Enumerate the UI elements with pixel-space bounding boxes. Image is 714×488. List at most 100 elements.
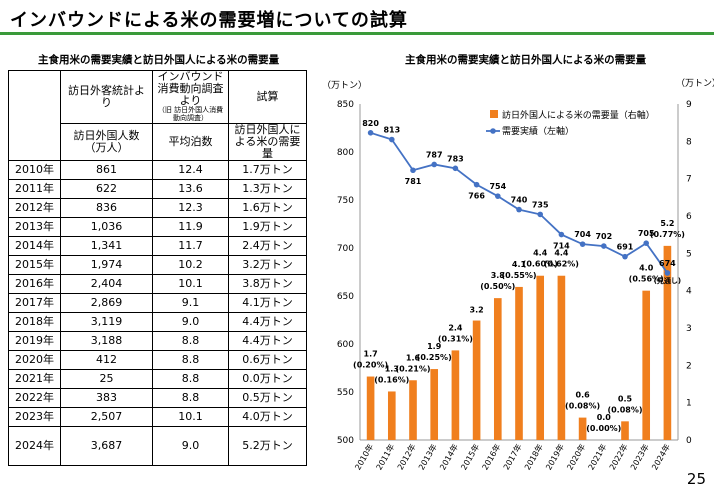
line-value-label: 766 — [468, 192, 485, 201]
line-point — [389, 136, 395, 143]
row-year: 2014年 — [8, 235, 61, 256]
demand-chart: （万トン） （万トン） 500 550 600 650 700 750 800 850 0 1 2 3 4 5… — [322, 78, 714, 472]
line-point — [579, 241, 586, 247]
table-row: 2010年 861 12.4 1.7万トン — [8, 159, 307, 180]
row-nights: 8.8 — [152, 349, 229, 370]
x-tick-label: 2018年 — [522, 442, 545, 472]
table-row: 2011年 622 13.6 1.3万トン — [8, 178, 307, 199]
row-demand: 1.7万トン — [228, 159, 307, 180]
table-row: 2014年 1,341 11.7 2.4万トン — [8, 235, 307, 256]
bar — [515, 286, 523, 440]
row-year: 2016年 — [8, 273, 61, 294]
right-tick-label: 9 — [686, 100, 692, 110]
row-visitors: 3,119 — [60, 311, 153, 332]
bar — [451, 350, 460, 440]
x-tick-label: 2015年 — [458, 442, 481, 472]
table-row: 2018年 3,119 9.0 4.4万トン — [8, 311, 307, 332]
table-subtitle: 主食用米の需要実績と訪日外国人による米の需要量 — [38, 54, 280, 66]
row-visitors: 622 — [60, 178, 153, 199]
header-col2: 平均泊数 — [152, 122, 229, 161]
bar — [621, 421, 629, 440]
header-group3: 試算 — [228, 70, 307, 124]
legend-line-marker — [490, 128, 496, 134]
visitor-demand-table: 訪日外客統計より インバウンド消費動向調査より （旧 訪日外国人消費動向調査） … — [8, 70, 307, 466]
bar-percent-label: (0.77%) — [650, 230, 685, 239]
line-point — [516, 206, 522, 213]
line-value-label: 705 — [638, 229, 655, 238]
header-group2-main: インバウンド消費動向調査より — [157, 70, 224, 108]
row-demand: 3.2万トン — [228, 254, 307, 275]
table-row: 2022年 383 8.8 0.5万トン — [8, 387, 307, 408]
row-demand: 4.1万トン — [228, 292, 307, 313]
line-value-label: 820 — [362, 119, 379, 128]
bar-percent-label: (0.31%) — [438, 334, 473, 343]
row-demand: 1.9万トン — [228, 216, 307, 237]
row-demand: 0.0万トン — [228, 368, 307, 389]
x-tick-label: 2014年 — [437, 442, 460, 472]
line-value-label: 787 — [426, 150, 443, 159]
bar-value-label: 5.2 — [660, 219, 674, 228]
row-nights: 12.3 — [152, 197, 229, 218]
legend-line-label: 需要実績（左軸） — [502, 125, 574, 137]
row-visitors: 861 — [60, 159, 153, 180]
header-group2: インバウンド消費動向調査より （旧 訪日外国人消費動向調査） — [152, 70, 229, 124]
row-nights: 8.8 — [152, 368, 229, 389]
header-col1: 訪日外国人数（万人） — [60, 122, 153, 161]
row-visitors: 2,869 — [60, 292, 153, 313]
bar-percent-label: (0.60%) — [523, 260, 558, 269]
line-value-label: 740 — [511, 196, 528, 205]
line-value-label: 735 — [532, 200, 549, 209]
header-group1: 訪日外客統計より — [60, 70, 153, 124]
line-value-label: 702 — [595, 232, 612, 241]
row-nights: 10.2 — [152, 254, 229, 275]
row-demand: 4.4万トン — [228, 311, 307, 332]
bar-percent-label: (0.00%) — [586, 424, 621, 433]
bar-percent-label: (0.50%) — [480, 282, 515, 291]
line-value-label: 674 — [659, 259, 676, 268]
row-year: 2024年 — [8, 425, 61, 466]
row-year: 2012年 — [8, 197, 61, 218]
row-year: 2011年 — [8, 178, 61, 199]
right-tick-label: 2 — [686, 361, 692, 371]
line-point — [622, 253, 628, 260]
right-tick-label: 6 — [686, 212, 692, 222]
bar-value-label: 2.4 — [448, 323, 463, 332]
row-nights: 8.8 — [152, 330, 229, 351]
right-tick-label: 4 — [686, 287, 692, 297]
table-row: 2017年 2,869 9.1 4.1万トン — [8, 292, 307, 313]
bar-value-label: 3.8 — [491, 271, 506, 280]
page-title: インバウンドによる米の需要増についての試算 — [10, 10, 408, 31]
bar-percent-label: (0.08%) — [565, 402, 600, 411]
line-value-label: 781 — [405, 177, 422, 186]
right-tick-label: 8 — [686, 137, 692, 147]
left-tick-label: 800 — [337, 148, 354, 158]
bar-value-label: 4.1 — [512, 260, 527, 269]
row-nights: 9.1 — [152, 292, 229, 313]
line-point — [537, 211, 543, 218]
bar — [430, 369, 439, 440]
right-tick-label: 3 — [686, 324, 692, 334]
row-demand: 0.5万トン — [228, 387, 307, 408]
row-year: 2017年 — [8, 292, 61, 313]
row-year: 2021年 — [8, 368, 61, 389]
row-visitors: 2,507 — [60, 406, 153, 427]
legend-bar-label: 訪日外国人による米の需要量（右軸） — [502, 109, 655, 121]
row-visitors: 383 — [60, 387, 153, 408]
bar — [493, 298, 502, 440]
page-number: 25 — [686, 470, 706, 488]
line-value-label: 754 — [489, 182, 506, 191]
table-row: 2012年 836 12.3 1.6万トン — [8, 197, 307, 218]
left-tick-label: 650 — [337, 292, 354, 302]
x-tick-label: 2021年 — [586, 442, 609, 472]
row-demand: 4.0万トン — [228, 406, 307, 427]
line-point — [495, 193, 501, 199]
line-point — [367, 130, 374, 136]
bar-percent-label: (0.55%) — [501, 271, 536, 280]
bar-percent-label: (0.25%) — [417, 353, 452, 362]
row-nights: 9.0 — [152, 425, 229, 466]
line-point — [558, 231, 565, 238]
line-value-label: 714 — [553, 242, 570, 251]
row-demand: 2.4万トン — [228, 235, 307, 256]
bar-value-label: 4.4 — [554, 249, 569, 258]
left-tick-label: 550 — [337, 388, 354, 398]
